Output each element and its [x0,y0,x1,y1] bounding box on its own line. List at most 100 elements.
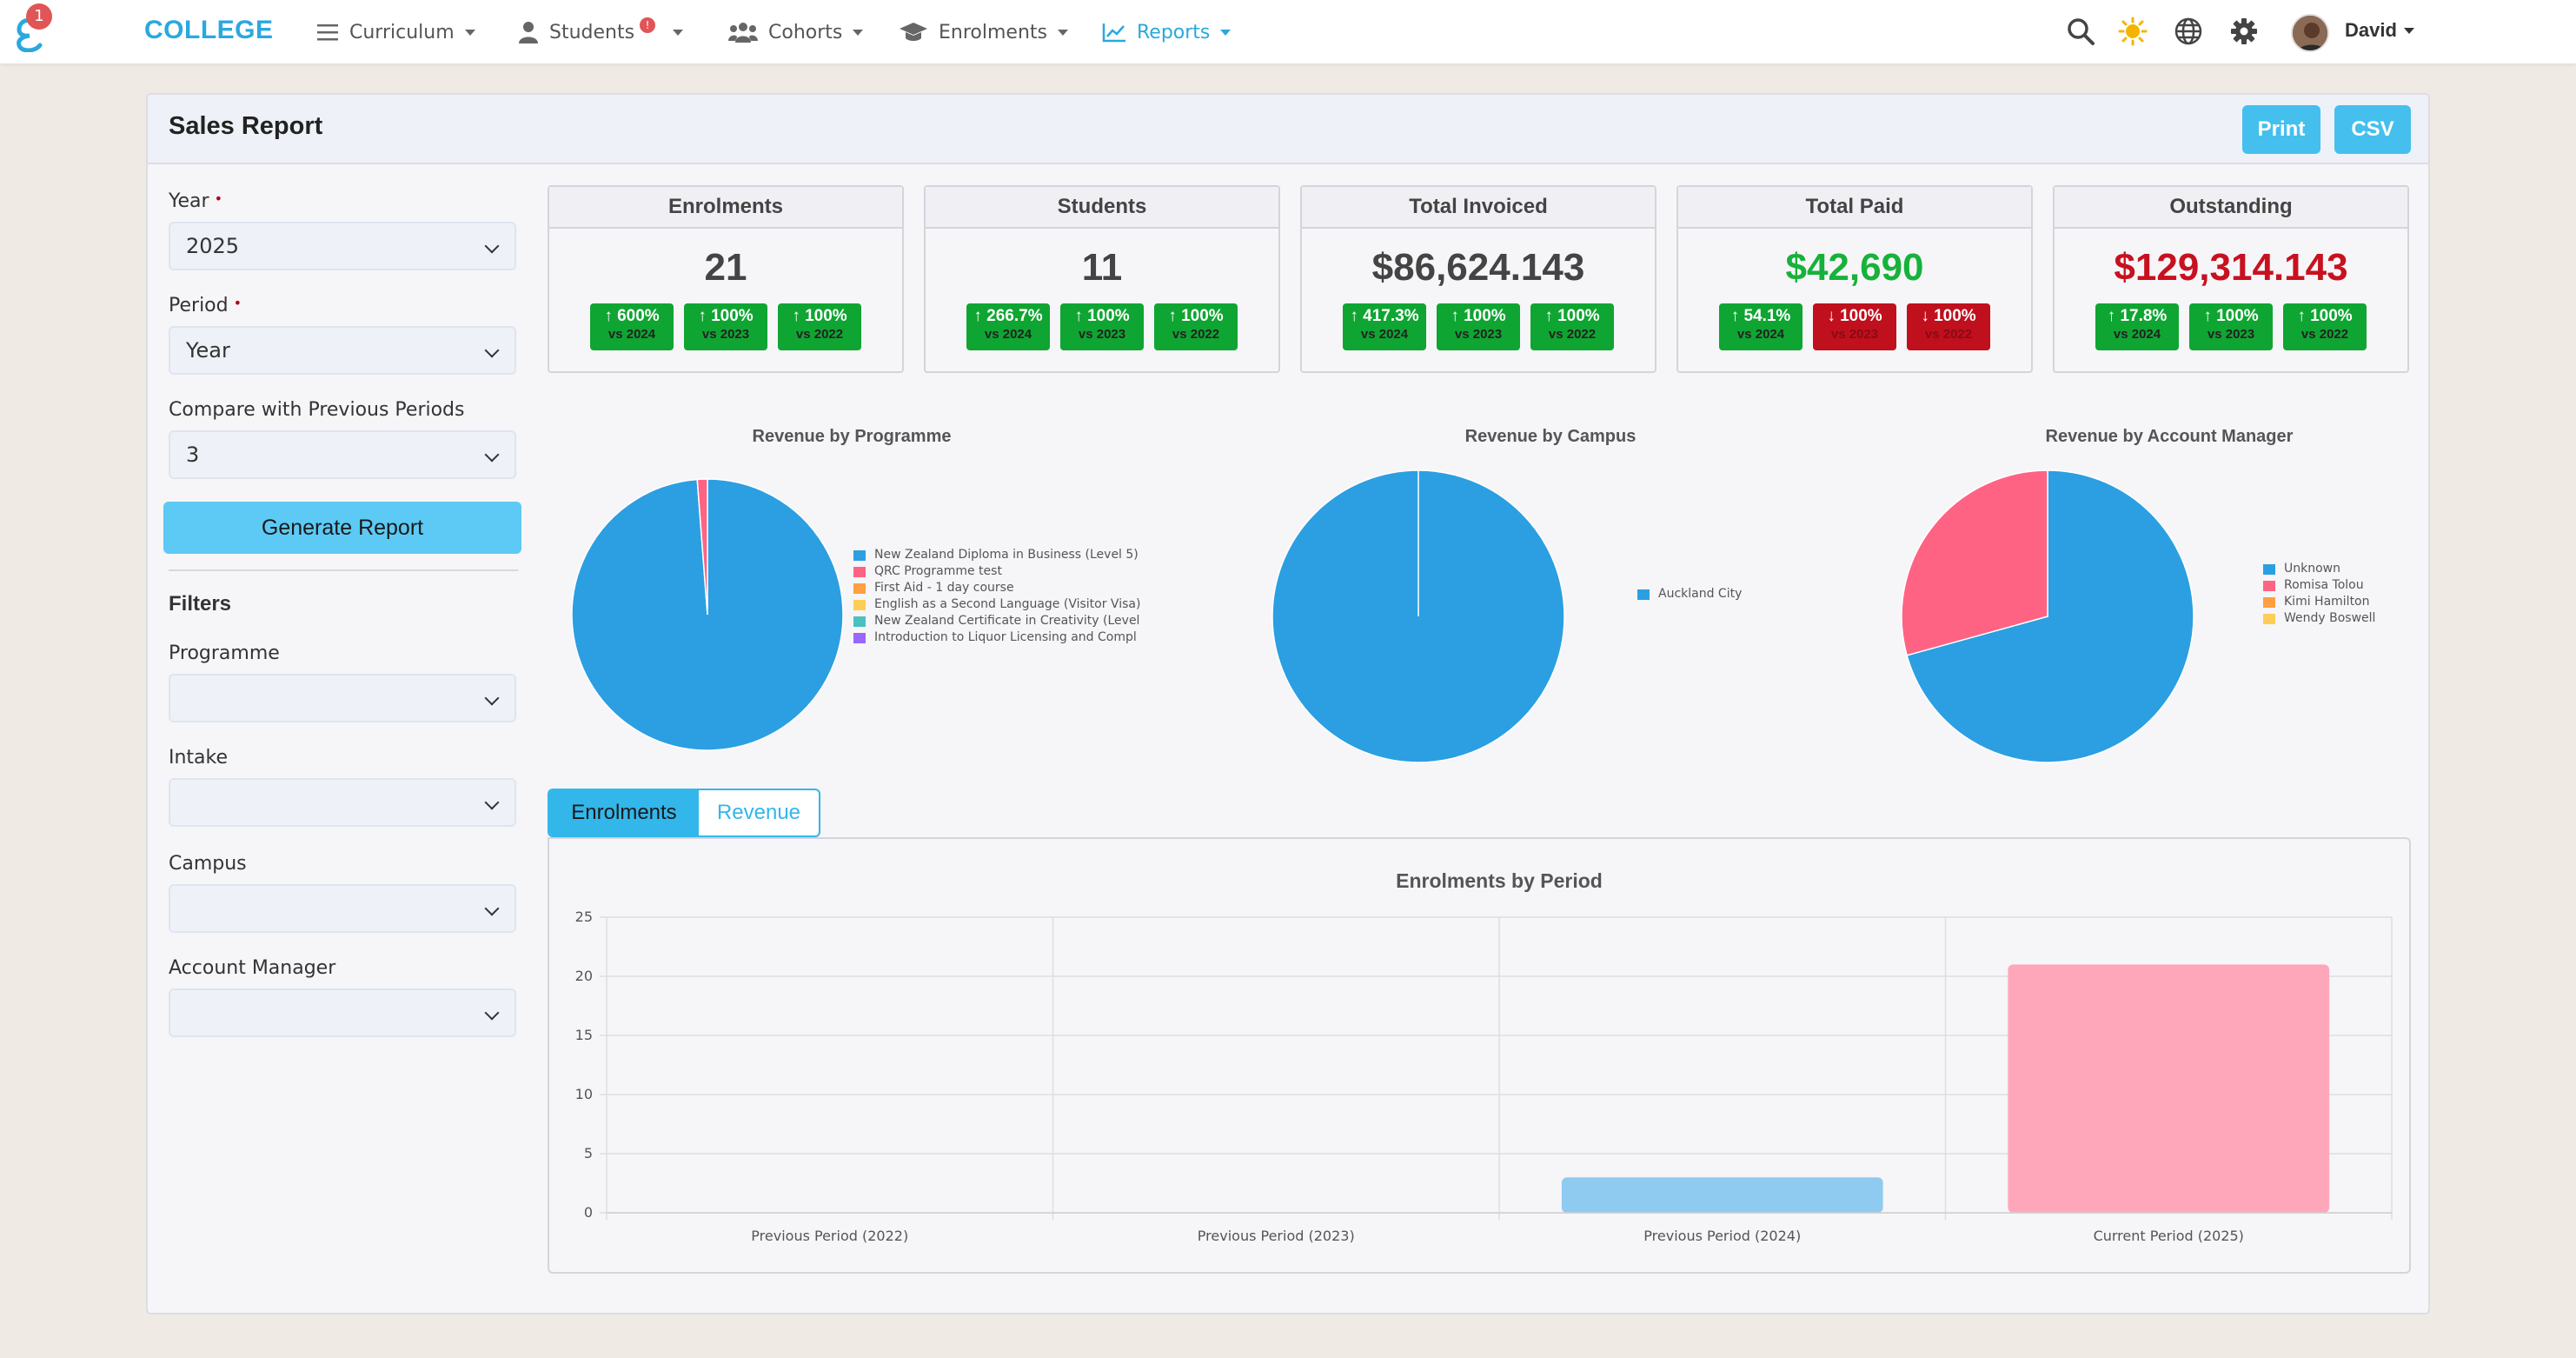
y-tick-label: 10 [575,1086,593,1102]
stat-value: 11 [1081,246,1123,289]
comparison-period: vs 2024 [2113,327,2161,342]
comparison-percent: ↑ 100% [792,307,847,325]
legend-swatch [2263,613,2275,624]
legend-item[interactable]: Unknown [2263,561,2375,577]
comparison-period: vs 2023 [1078,327,1126,342]
legend-swatch [1637,589,1650,600]
legend-item[interactable]: Kimi Hamilton [2263,594,2375,610]
pie-title: Revenue by Account Manager [2045,427,2294,446]
comparison-badge: ↑ 100% vs 2022 [1154,303,1238,350]
user-menu[interactable]: David [2345,19,2414,42]
comparison-badge: ↑ 266.7% vs 2024 [966,303,1050,350]
user-name: David [2345,19,2397,41]
x-tick-label: Current Period (2025) [2094,1228,2244,1244]
graduation-cap-icon [900,23,927,41]
nav-students-label: Students [549,21,635,43]
pie-slice[interactable] [1901,469,2048,656]
y-tick-label: 15 [575,1027,593,1043]
chevron-down-icon [464,29,475,36]
comparison-period: vs 2023 [1830,327,1879,342]
gear-icon[interactable] [2227,14,2261,49]
legend-label: Auckland City [1658,587,1743,601]
comparison-chips: ↑ 266.7% vs 2024 ↑ 100% vs 2023 ↑ 100% vs 202… [926,303,1278,350]
enrolments-bar-chart: Enrolments by Period 0 5 10 15 20 25 Previous P… [575,869,2393,1244]
comparison-badge: ↑ 100% vs 2023 [684,303,767,350]
programme-select[interactable] [169,674,516,722]
period-select[interactable]: Year [169,326,516,375]
comparison-badge: ↑ 17.8% vs 2024 [2095,303,2179,350]
nav-curriculum-label: Curriculum [349,21,455,43]
brand-name[interactable]: COLLEGE [144,16,274,44]
comparison-percent: ↓ 100% [1921,307,1976,325]
comparison-percent: ↑ 100% [1168,307,1224,325]
generate-report-button[interactable]: Generate Report [163,502,521,554]
campus-select[interactable] [169,884,516,933]
users-icon [728,23,758,43]
filters-title: Filters [169,592,232,616]
legend-item[interactable]: Introduction to Liquor Licensing and Com… [853,629,1140,646]
comparison-percent: ↑ 100% [2203,307,2259,325]
comparison-badge: ↑ 100% vs 2022 [2283,303,2367,350]
legend-item[interactable]: Wendy Boswell [2263,610,2375,627]
comparison-period: vs 2022 [1548,327,1597,342]
tab-enrolments[interactable]: Enrolments [549,790,699,835]
intake-select[interactable] [169,778,516,827]
x-tick-label: Previous Period (2023) [1198,1228,1355,1244]
chevron-down-icon [484,447,500,463]
pie-slice[interactable] [696,478,708,616]
legend-item[interactable]: Romisa Tolou [2263,577,2375,594]
comparison-percent: ↑ 100% [698,307,754,325]
stat-title: Outstanding [2055,187,2407,229]
stat-value: $129,314.143 [2114,246,2348,289]
bar[interactable] [2008,964,2330,1213]
legend-item[interactable]: First Aid - 1 day course [853,580,1140,596]
legend-item[interactable]: English as a Second Language (Visitor Vi… [853,596,1140,613]
notification-badge[interactable]: 1 [26,3,52,30]
comparison-badge: ↑ 100% vs 2023 [2189,303,2273,350]
nav-enrolments[interactable]: Enrolments [899,16,1068,49]
chevron-down-icon [484,343,500,358]
legend-swatch [853,616,866,627]
chevron-down-icon [484,690,500,706]
pie-chart-1 [1271,469,1565,763]
chevron-down-icon [484,1005,500,1021]
comparison-period: vs 2024 [1736,327,1785,342]
compare-select[interactable]: 3 [169,430,516,479]
sun-icon[interactable] [2115,14,2150,49]
legend-item[interactable]: New Zealand Certificate in Creativity (L… [853,613,1140,629]
avatar[interactable] [2291,14,2329,52]
nav-cohorts[interactable]: Cohorts [728,16,864,49]
year-label: Year • [169,190,223,212]
legend-item[interactable]: New Zealand Diploma in Business (Level 5… [853,547,1140,563]
year-select[interactable]: 2025 [169,222,516,270]
bar[interactable] [1561,1177,1883,1213]
legend-item[interactable]: Auckland City [1637,586,1742,602]
y-tick-label: 5 [584,1145,593,1162]
search-icon[interactable] [2063,14,2098,49]
intake-label: Intake [169,747,229,769]
legend-label: New Zealand Diploma in Business (Level 5… [874,548,1139,562]
stat-card-students: Students 11 ↑ 266.7% vs 2024 ↑ 100% vs 2023 ↑ … [924,185,1280,373]
pie-chart-2 [1901,469,2194,763]
chevron-down-icon [2403,27,2414,34]
legend-swatch [853,582,866,594]
app-logo-icon[interactable] [12,12,47,52]
account-manager-select[interactable] [169,989,516,1037]
pie-slice[interactable] [1906,469,2194,763]
comparison-percent: ↑ 54.1% [1730,307,1791,325]
stat-value: $42,690 [1785,246,1924,289]
nav-students[interactable]: Students! [518,16,684,49]
legend-item[interactable]: QRC Programme test [853,563,1140,580]
print-button[interactable]: Print [2242,105,2320,154]
sales-report-card: Sales Report Print CSV Year • 2025 Period… [146,93,2430,1315]
globe-icon[interactable] [2171,14,2206,49]
nav-curriculum[interactable]: Curriculum [316,16,475,49]
stat-card-outstanding: Outstanding $129,314.143 ↑ 17.8% vs 2024 ↑ 1… [2053,185,2409,373]
csv-button[interactable]: CSV [2334,105,2411,154]
tab-revenue[interactable]: Revenue [716,801,801,824]
comparison-period: vs 2022 [1172,327,1220,342]
x-tick-label: Previous Period (2022) [751,1228,908,1244]
campus-label: Campus [169,853,247,875]
pie-legend: Auckland City [1637,586,1742,602]
nav-reports[interactable]: Reports [1102,16,1232,49]
